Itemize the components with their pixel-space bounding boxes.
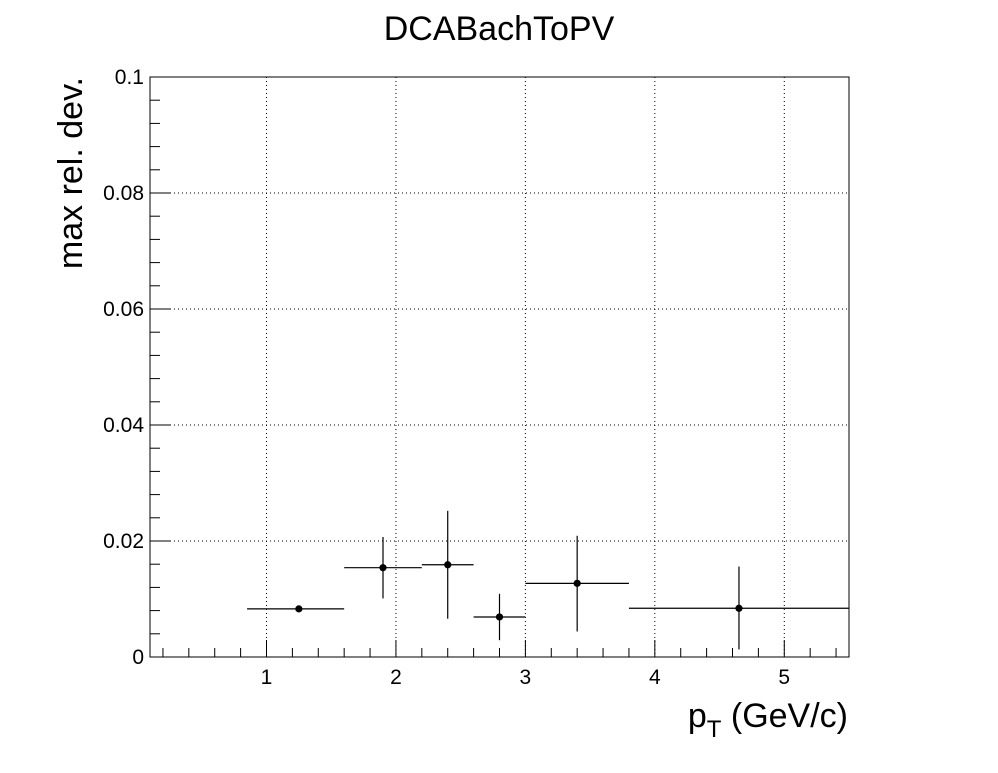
marker-0 xyxy=(295,605,303,613)
y-tick-label-0: 0 xyxy=(132,646,144,669)
y-tick-label-4: 0.08 xyxy=(103,182,144,205)
x-tick-label-1: 2 xyxy=(390,666,402,689)
data-point-1 xyxy=(344,536,422,599)
x-axis-label-main: p xyxy=(688,697,707,735)
plot-frame xyxy=(149,76,850,658)
data-point-0 xyxy=(247,605,345,613)
marker-3 xyxy=(495,613,504,621)
data-point-3 xyxy=(473,593,526,641)
x-tick-label-0: 1 xyxy=(261,666,273,689)
marker-5 xyxy=(735,604,743,612)
marker-1 xyxy=(379,564,387,572)
data-point-5 xyxy=(628,566,849,650)
axis-ticks: 1 2 3 4 5 0 0.02 0.04 0.06 0.08 0.1 xyxy=(103,66,837,689)
y-tick-label-2: 0.04 xyxy=(103,414,144,437)
marker-2 xyxy=(444,561,452,569)
y-tick-label-3: 0.06 xyxy=(103,298,144,321)
data-point-2 xyxy=(421,510,474,619)
grid xyxy=(150,76,849,657)
data-points xyxy=(247,510,849,650)
y-tick-label-1: 0.02 xyxy=(103,530,144,553)
x-tick-label-3: 4 xyxy=(649,666,661,689)
x-tick-label-4: 5 xyxy=(778,666,790,689)
x-axis-label-sub: T xyxy=(707,716,722,743)
x-axis-label: pT (GeV/c) xyxy=(688,697,848,743)
x-tick-label-2: 3 xyxy=(520,666,532,689)
chart-title: DCABachToPV xyxy=(384,10,615,48)
marker-4 xyxy=(573,579,581,587)
x-axis-label-unit: (GeV/c) xyxy=(721,697,848,735)
y-tick-label-5: 0.1 xyxy=(115,66,144,89)
data-point-4 xyxy=(525,535,629,632)
y-axis-label: max rel. dev. xyxy=(52,77,90,269)
